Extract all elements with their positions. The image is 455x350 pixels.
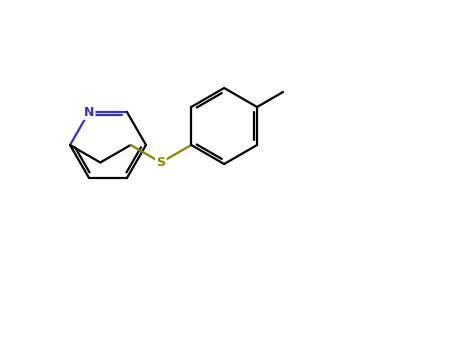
Text: N: N bbox=[84, 106, 94, 119]
Text: S: S bbox=[157, 156, 166, 169]
